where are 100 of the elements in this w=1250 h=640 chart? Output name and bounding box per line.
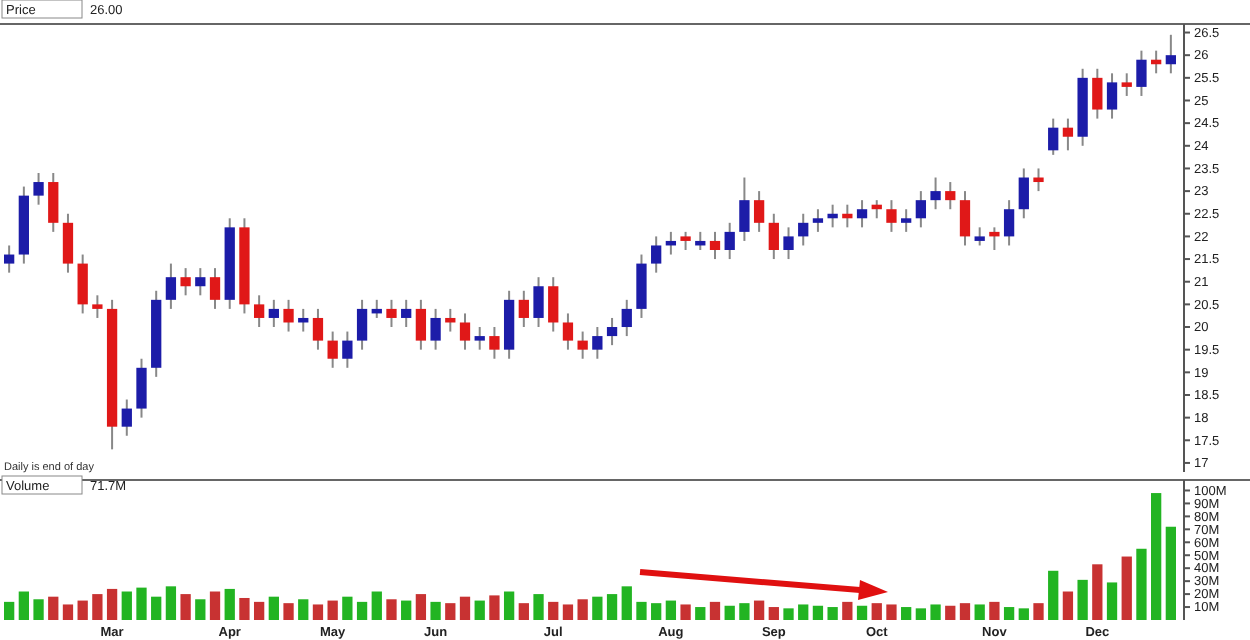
bar <box>401 600 412 620</box>
bar <box>695 607 706 620</box>
bar <box>136 587 147 620</box>
bar <box>842 601 853 620</box>
bar <box>386 599 397 620</box>
candlestick <box>386 298 397 329</box>
bar <box>165 586 177 620</box>
bar <box>930 604 941 620</box>
bar <box>901 607 912 620</box>
bar <box>474 600 485 620</box>
bar <box>974 604 985 620</box>
bar <box>1077 579 1088 620</box>
candlestick <box>62 212 74 274</box>
bar <box>812 605 824 620</box>
bar <box>945 605 956 620</box>
bar <box>1092 564 1103 620</box>
bar <box>1018 608 1029 620</box>
candlestick <box>827 203 838 229</box>
candlestick <box>165 262 177 310</box>
candlestick <box>621 298 632 338</box>
candlestick <box>592 326 603 360</box>
candlestick <box>606 316 618 347</box>
candlestick <box>327 330 338 369</box>
bar <box>445 603 456 620</box>
bar <box>48 596 59 620</box>
bar <box>33 599 44 620</box>
candlestick <box>474 326 485 351</box>
candlestick <box>253 294 265 329</box>
bar <box>283 603 294 620</box>
bar <box>827 607 838 620</box>
candlestick <box>1165 33 1176 75</box>
candlestick <box>812 208 824 233</box>
bar <box>298 599 309 620</box>
bar <box>636 601 647 620</box>
candlestick <box>636 253 647 319</box>
bar <box>342 596 353 620</box>
bar <box>92 594 103 620</box>
candlestick <box>886 199 897 233</box>
bar <box>548 601 559 620</box>
bar <box>768 607 779 620</box>
candlestick <box>1003 199 1015 247</box>
candlestick <box>312 307 324 351</box>
bar <box>1121 556 1132 620</box>
candlestick <box>562 312 574 351</box>
candlestick <box>92 294 103 319</box>
bar <box>371 591 382 620</box>
bar <box>606 594 618 620</box>
candlestick <box>901 208 912 233</box>
candlestick <box>415 298 427 351</box>
candlestick <box>930 176 941 211</box>
bar <box>18 591 29 620</box>
bar <box>856 605 868 620</box>
candlestick <box>489 326 500 360</box>
bar <box>356 601 368 620</box>
candlestick <box>856 199 868 229</box>
candlestick <box>180 267 191 297</box>
bar <box>533 594 544 620</box>
candlestick <box>209 267 221 310</box>
candlestick <box>1092 67 1103 120</box>
bar <box>253 601 265 620</box>
candlestick <box>401 298 412 329</box>
bar <box>327 600 338 620</box>
bar <box>871 603 882 620</box>
bar <box>989 601 1000 620</box>
candlestick <box>1106 72 1118 120</box>
candlestick <box>577 330 588 360</box>
bar <box>680 604 691 620</box>
bar <box>665 600 677 620</box>
bar <box>753 600 765 620</box>
bar <box>459 596 471 620</box>
candlestick <box>1062 117 1074 152</box>
candlestick <box>136 357 147 419</box>
candlestick <box>739 176 750 242</box>
candlestick <box>283 298 294 333</box>
candlestick <box>680 230 691 251</box>
candlestick <box>121 398 132 437</box>
bar <box>709 601 721 620</box>
bar <box>4 601 15 620</box>
candlestick <box>1136 49 1147 97</box>
bar <box>798 604 809 620</box>
bar <box>268 596 279 620</box>
bar <box>621 586 632 620</box>
bar <box>121 591 132 620</box>
candlestick <box>459 312 471 351</box>
candlestick <box>77 253 88 315</box>
bar <box>106 588 118 620</box>
bar <box>651 603 662 620</box>
candlestick <box>548 276 559 333</box>
bar <box>312 604 324 620</box>
bar <box>151 596 162 620</box>
candlestick <box>915 190 927 229</box>
bar <box>1003 607 1015 620</box>
candlestick <box>724 221 735 261</box>
candlestick <box>783 226 794 261</box>
bar <box>77 600 88 620</box>
bar <box>915 608 927 620</box>
candlestick <box>651 235 662 274</box>
bar <box>1048 570 1059 620</box>
bar <box>783 608 794 620</box>
candlestick <box>989 226 1000 251</box>
